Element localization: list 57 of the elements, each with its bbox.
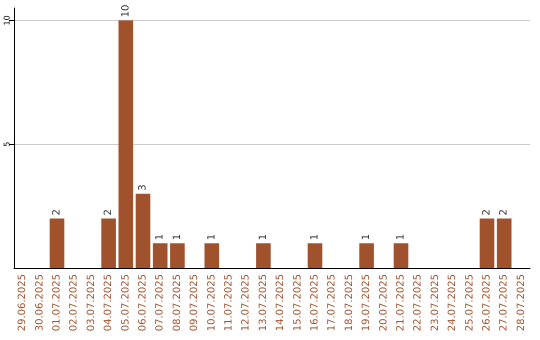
data-label: 3 (138, 184, 148, 191)
x-tick-label: 14.07.2025 (275, 274, 286, 332)
data-label: 1 (154, 234, 166, 240)
bar (204, 243, 220, 268)
x-tick-label: 10.07.2025 (206, 274, 218, 332)
x-tick-label: 09.07.2025 (189, 274, 200, 332)
data-label: 1 (172, 234, 183, 240)
x-tick-label: 13.07.2025 (258, 274, 269, 332)
x-tick-label: 18.07.2025 (344, 274, 355, 332)
bar (256, 243, 271, 268)
x-tick-label: 30.06.2025 (34, 274, 46, 332)
bar (394, 243, 408, 268)
y-tick-label: 5 (2, 142, 12, 147)
x-tick-label: 07.07.2025 (154, 274, 166, 332)
x-tick-label: 02.07.2025 (68, 274, 80, 332)
x-tick-label: 19.07.2025 (361, 274, 372, 332)
data-label: 1 (258, 234, 269, 240)
bar (170, 243, 185, 268)
x-tick-label: 17.07.2025 (326, 274, 338, 332)
x-tick-label: 01.07.2025 (52, 274, 62, 332)
bar (101, 218, 116, 268)
x-tick-label: 11.07.2025 (224, 274, 234, 332)
data-label: 1 (310, 234, 320, 240)
x-tick-label: 28.07.2025 (516, 274, 527, 332)
data-label: 2 (103, 209, 114, 216)
x-tick-label: 05.07.2025 (120, 274, 132, 332)
data-label: 10 (120, 4, 132, 18)
bar (308, 243, 322, 268)
data-label: 2 (498, 209, 510, 216)
data-label: 1 (206, 234, 218, 240)
x-tick-label: 27.07.2025 (498, 274, 510, 332)
x-tick-label: 29.06.2025 (17, 274, 28, 332)
x-tick-label: 26.07.2025 (482, 274, 492, 332)
bar (136, 194, 150, 268)
x-tick-label: 04.07.2025 (103, 274, 114, 332)
x-tick-label: 15.07.2025 (292, 274, 304, 332)
x-tick-label: 06.07.2025 (138, 274, 148, 332)
x-tick-label: 25.07.2025 (464, 274, 476, 332)
bar (118, 20, 134, 268)
data-label: 1 (396, 234, 406, 240)
x-tick-label: 21.07.2025 (396, 274, 406, 332)
x-tick-label: 08.07.2025 (172, 274, 183, 332)
x-tick-label: 03.07.2025 (86, 274, 97, 332)
x-tick-label: 16.07.2025 (310, 274, 320, 332)
data-label: 2 (482, 209, 492, 216)
bar (152, 243, 168, 268)
bar (496, 218, 512, 268)
data-label: 2 (52, 209, 62, 216)
x-tick-label: 24.07.2025 (447, 274, 458, 332)
x-tick-label: 23.07.2025 (430, 274, 441, 332)
x-tick-label: 12.07.2025 (240, 274, 252, 332)
bar (50, 218, 64, 268)
bar (359, 243, 374, 268)
bar (480, 218, 494, 268)
x-tick-label: 20.07.2025 (378, 274, 390, 332)
x-tick-label: 22.07.2025 (412, 274, 424, 332)
data-label: 1 (361, 234, 372, 240)
